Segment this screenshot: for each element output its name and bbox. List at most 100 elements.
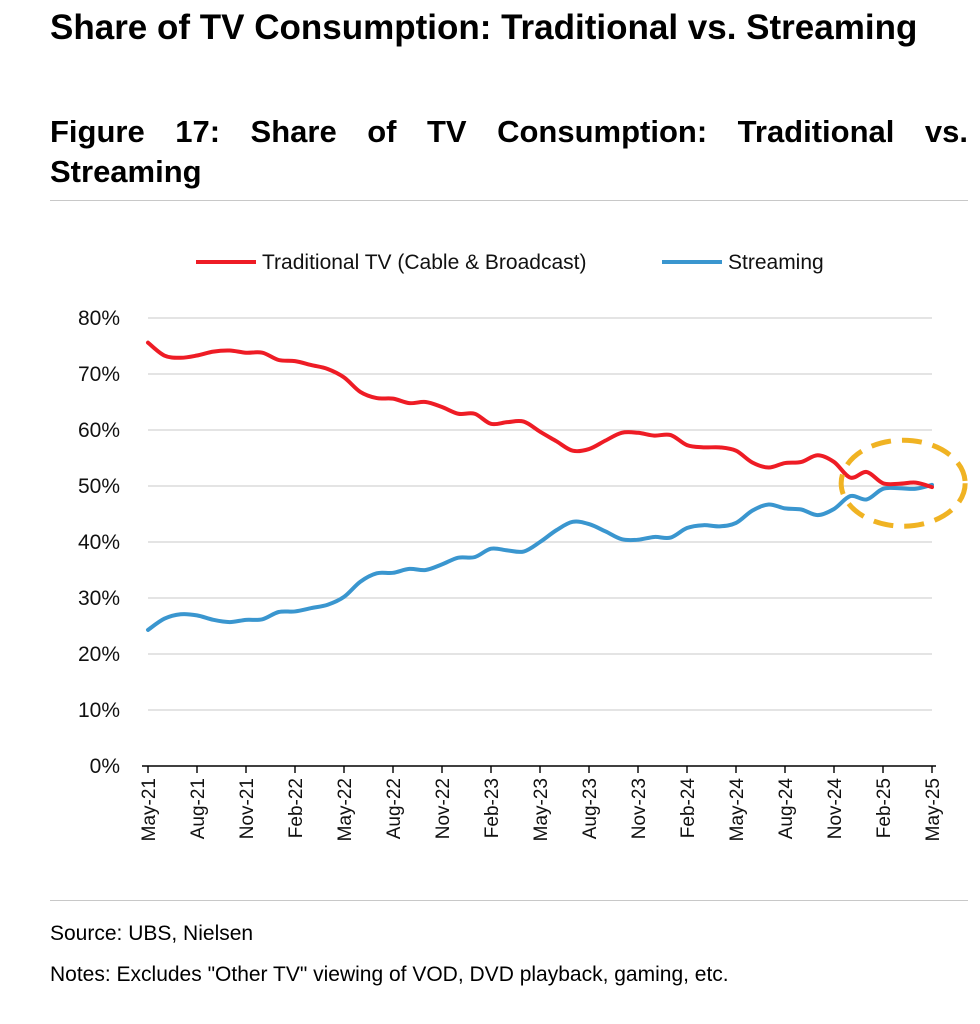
data-point-streaming bbox=[700, 522, 706, 528]
data-point-streaming bbox=[276, 609, 282, 615]
data-point-traditional-tv-cable-broadcast bbox=[521, 419, 527, 425]
legend-label-streaming: Streaming bbox=[728, 251, 824, 274]
data-point-traditional-tv-cable-broadcast bbox=[341, 374, 347, 380]
data-point-traditional-tv-cable-broadcast bbox=[602, 438, 608, 444]
x-tick-label: Feb-22 bbox=[286, 778, 307, 838]
x-tick-label: Feb-25 bbox=[874, 778, 895, 838]
data-point-streaming bbox=[619, 536, 625, 542]
x-tick-label: Nov-24 bbox=[825, 778, 846, 840]
y-tick-label: 80% bbox=[78, 307, 120, 330]
data-point-traditional-tv-cable-broadcast bbox=[700, 444, 706, 450]
data-point-streaming bbox=[227, 619, 233, 625]
data-point-streaming bbox=[390, 570, 396, 576]
notes: Notes: Excludes "Other TV" viewing of VO… bbox=[50, 963, 729, 986]
data-point-traditional-tv-cable-broadcast bbox=[929, 484, 935, 490]
series-lines bbox=[145, 340, 935, 633]
data-point-streaming bbox=[766, 501, 772, 507]
y-tick-label: 60% bbox=[78, 419, 120, 442]
data-point-streaming bbox=[357, 579, 363, 585]
data-point-streaming bbox=[521, 549, 527, 555]
data-point-streaming bbox=[210, 617, 216, 623]
data-point-traditional-tv-cable-broadcast bbox=[831, 459, 837, 465]
data-point-traditional-tv-cable-broadcast bbox=[504, 419, 510, 425]
data-point-streaming bbox=[717, 523, 723, 529]
data-point-streaming bbox=[668, 535, 674, 541]
legend-label-traditional-tv-cable-broadcast: Traditional TV (Cable & Broadcast) bbox=[262, 251, 586, 274]
data-point-streaming bbox=[913, 486, 919, 492]
data-point-traditional-tv-cable-broadcast bbox=[439, 404, 445, 410]
data-point-streaming bbox=[815, 512, 821, 518]
page-title: Share of TV Consumption: Traditional vs.… bbox=[50, 8, 918, 47]
data-point-streaming bbox=[488, 546, 494, 552]
data-point-traditional-tv-cable-broadcast bbox=[553, 438, 559, 444]
data-point-traditional-tv-cable-broadcast bbox=[896, 481, 902, 487]
data-point-streaming bbox=[782, 505, 788, 511]
data-point-traditional-tv-cable-broadcast bbox=[684, 442, 690, 448]
data-point-traditional-tv-cable-broadcast bbox=[423, 399, 429, 405]
data-point-traditional-tv-cable-broadcast bbox=[390, 396, 396, 402]
data-point-traditional-tv-cable-broadcast bbox=[259, 350, 265, 356]
y-tick-label: 70% bbox=[78, 363, 120, 386]
data-point-traditional-tv-cable-broadcast bbox=[227, 347, 233, 353]
data-point-streaming bbox=[194, 612, 200, 618]
data-point-streaming bbox=[586, 521, 592, 527]
data-point-traditional-tv-cable-broadcast bbox=[880, 480, 886, 486]
x-tick-label: Aug-22 bbox=[384, 778, 405, 839]
data-point-streaming bbox=[292, 608, 298, 614]
y-tick-label: 40% bbox=[78, 531, 120, 554]
data-point-traditional-tv-cable-broadcast bbox=[635, 430, 641, 436]
data-point-streaming bbox=[733, 520, 739, 526]
divider-bottom bbox=[50, 900, 968, 901]
x-axis: May-21 Aug-21 Nov-21 Feb-22 May-22 Aug-22 Nov-… bbox=[139, 765, 944, 842]
data-point-streaming bbox=[504, 547, 510, 553]
data-point-streaming bbox=[423, 567, 429, 573]
data-point-traditional-tv-cable-broadcast bbox=[276, 357, 282, 363]
divider-top bbox=[50, 200, 968, 201]
source-note: Source: UBS, Nielsen bbox=[50, 922, 254, 945]
data-point-streaming bbox=[602, 528, 608, 534]
x-tick-label: Aug-23 bbox=[580, 778, 601, 839]
series-line-streaming bbox=[146, 482, 934, 632]
line-chart: Traditional TV (Cable & Broadcast) Stream… bbox=[78, 251, 968, 842]
x-tick-label: May-22 bbox=[335, 778, 356, 841]
data-point-streaming bbox=[341, 594, 347, 600]
data-point-traditional-tv-cable-broadcast bbox=[619, 430, 625, 436]
highlight-ellipse bbox=[838, 437, 968, 529]
data-point-streaming bbox=[145, 627, 151, 633]
data-point-streaming bbox=[864, 496, 870, 502]
x-tick-label: May-24 bbox=[727, 778, 748, 842]
data-point-streaming bbox=[553, 527, 559, 533]
y-tick-label: 50% bbox=[78, 475, 120, 498]
data-point-traditional-tv-cable-broadcast bbox=[586, 446, 592, 452]
series-line-traditional-tv-cable-broadcast bbox=[146, 340, 934, 490]
data-point-traditional-tv-cable-broadcast bbox=[308, 362, 314, 368]
data-point-streaming bbox=[570, 519, 576, 525]
y-axis: 0% 10% 20% 30% 40% 50% 60% 70% 80% bbox=[78, 307, 120, 778]
highlight-layer bbox=[838, 437, 968, 529]
data-point-traditional-tv-cable-broadcast bbox=[374, 395, 380, 401]
data-point-traditional-tv-cable-broadcast bbox=[864, 469, 870, 475]
data-point-traditional-tv-cable-broadcast bbox=[325, 366, 331, 372]
data-point-streaming bbox=[406, 566, 412, 572]
data-point-traditional-tv-cable-broadcast bbox=[668, 432, 674, 438]
x-tick-label: May-23 bbox=[531, 778, 552, 841]
data-point-streaming bbox=[880, 486, 886, 492]
data-point-traditional-tv-cable-broadcast bbox=[488, 421, 494, 427]
data-point-streaming bbox=[178, 611, 184, 617]
data-point-traditional-tv-cable-broadcast bbox=[537, 429, 543, 435]
y-tick-label: 30% bbox=[78, 587, 120, 610]
data-point-streaming bbox=[455, 555, 461, 561]
data-point-traditional-tv-cable-broadcast bbox=[455, 411, 461, 417]
data-point-traditional-tv-cable-broadcast bbox=[766, 465, 772, 471]
data-point-traditional-tv-cable-broadcast bbox=[472, 411, 478, 417]
data-point-traditional-tv-cable-broadcast bbox=[782, 460, 788, 466]
x-tick-label: Nov-21 bbox=[237, 778, 258, 839]
data-point-streaming bbox=[749, 508, 755, 514]
data-point-traditional-tv-cable-broadcast bbox=[406, 400, 412, 406]
x-tick-label: Nov-22 bbox=[433, 778, 454, 839]
data-point-traditional-tv-cable-broadcast bbox=[357, 389, 363, 395]
data-point-streaming bbox=[308, 605, 314, 611]
data-point-streaming bbox=[635, 537, 641, 543]
data-point-streaming bbox=[259, 616, 265, 622]
data-point-traditional-tv-cable-broadcast bbox=[913, 480, 919, 486]
